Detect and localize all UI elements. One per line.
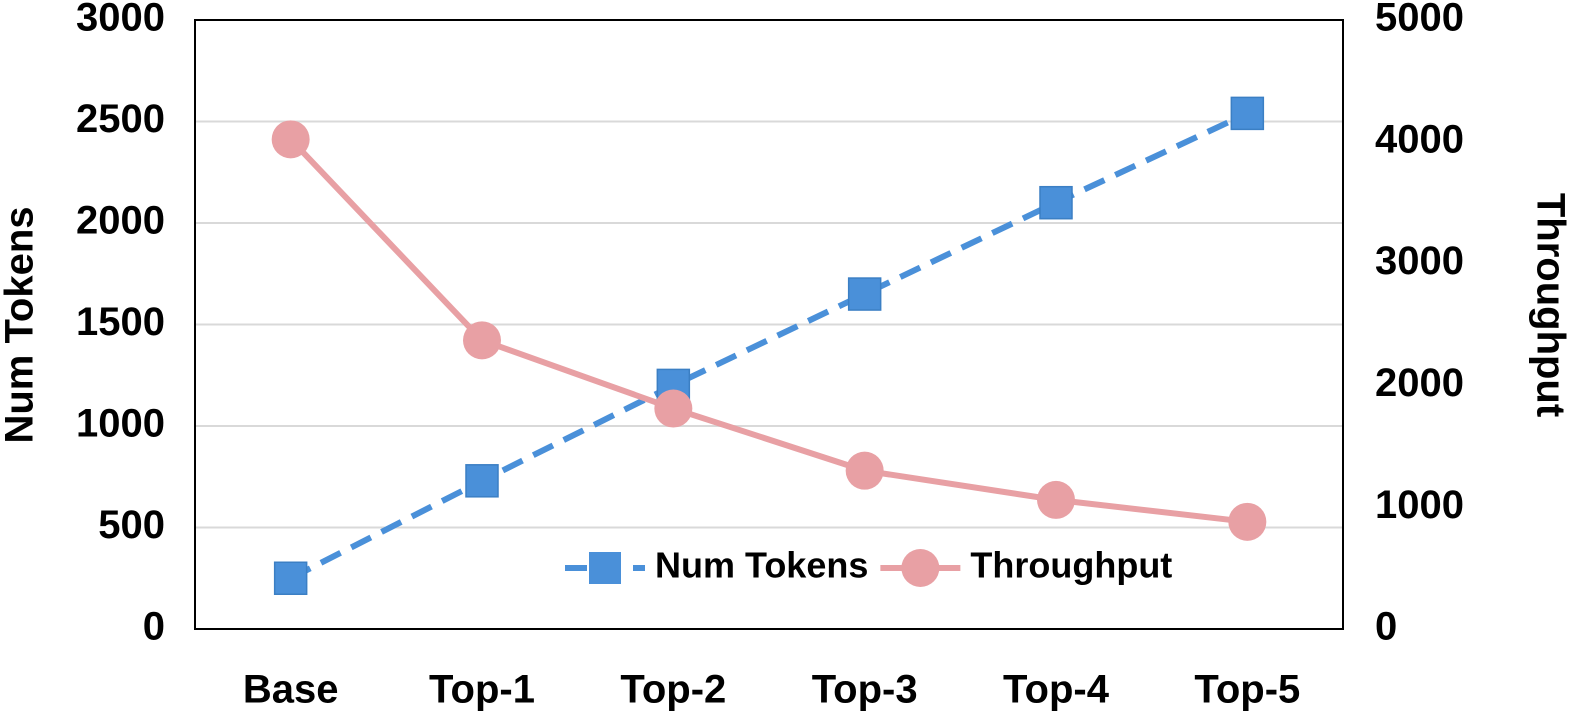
series-line <box>288 137 1248 525</box>
y2-tick-label: 5000 <box>1375 0 1464 40</box>
series-marker <box>1037 480 1075 519</box>
x-tick-label: Top-5 <box>1194 668 1300 712</box>
y-tick-label: 1000 <box>76 402 165 446</box>
legend-marker <box>901 549 940 587</box>
y-tick-label: 3000 <box>76 0 165 40</box>
series-marker <box>465 464 499 498</box>
x-tick-label: Top-4 <box>1003 668 1110 712</box>
series-marker <box>271 120 310 159</box>
y2-axis-title: Throughput <box>1528 193 1572 417</box>
series-marker <box>1228 502 1267 541</box>
legend-label: Num Tokens <box>655 545 868 586</box>
series-marker <box>1039 185 1073 220</box>
series-line <box>289 110 1249 581</box>
y2-tick-label: 1000 <box>1375 483 1464 527</box>
x-tick-label: Top-1 <box>429 668 535 712</box>
y-axis-title: Num Tokens <box>0 206 42 443</box>
y-tick-label: 2000 <box>76 199 165 243</box>
series-marker <box>1230 96 1265 131</box>
y2-tick-label: 4000 <box>1375 117 1464 161</box>
series-marker <box>845 451 884 490</box>
series-marker <box>847 277 882 311</box>
y-tick-label: 0 <box>143 605 165 649</box>
y-tick-label: 2500 <box>76 97 165 141</box>
legend-label: Throughput <box>970 545 1172 586</box>
series-marker <box>654 389 693 428</box>
y2-tick-label: 2000 <box>1375 361 1464 405</box>
legend-marker <box>589 552 621 584</box>
y-tick-label: 1500 <box>76 300 165 344</box>
y2-tick-label: 3000 <box>1375 239 1464 283</box>
x-tick-label: Base <box>243 668 339 712</box>
plot-frame <box>194 19 1344 630</box>
x-tick-label: Top-3 <box>812 668 918 712</box>
y-tick-label: 500 <box>98 503 165 547</box>
y2-tick-label: 0 <box>1375 605 1397 649</box>
series-marker <box>463 321 501 360</box>
series-marker <box>273 561 308 595</box>
x-tick-label: Top-2 <box>620 668 726 712</box>
